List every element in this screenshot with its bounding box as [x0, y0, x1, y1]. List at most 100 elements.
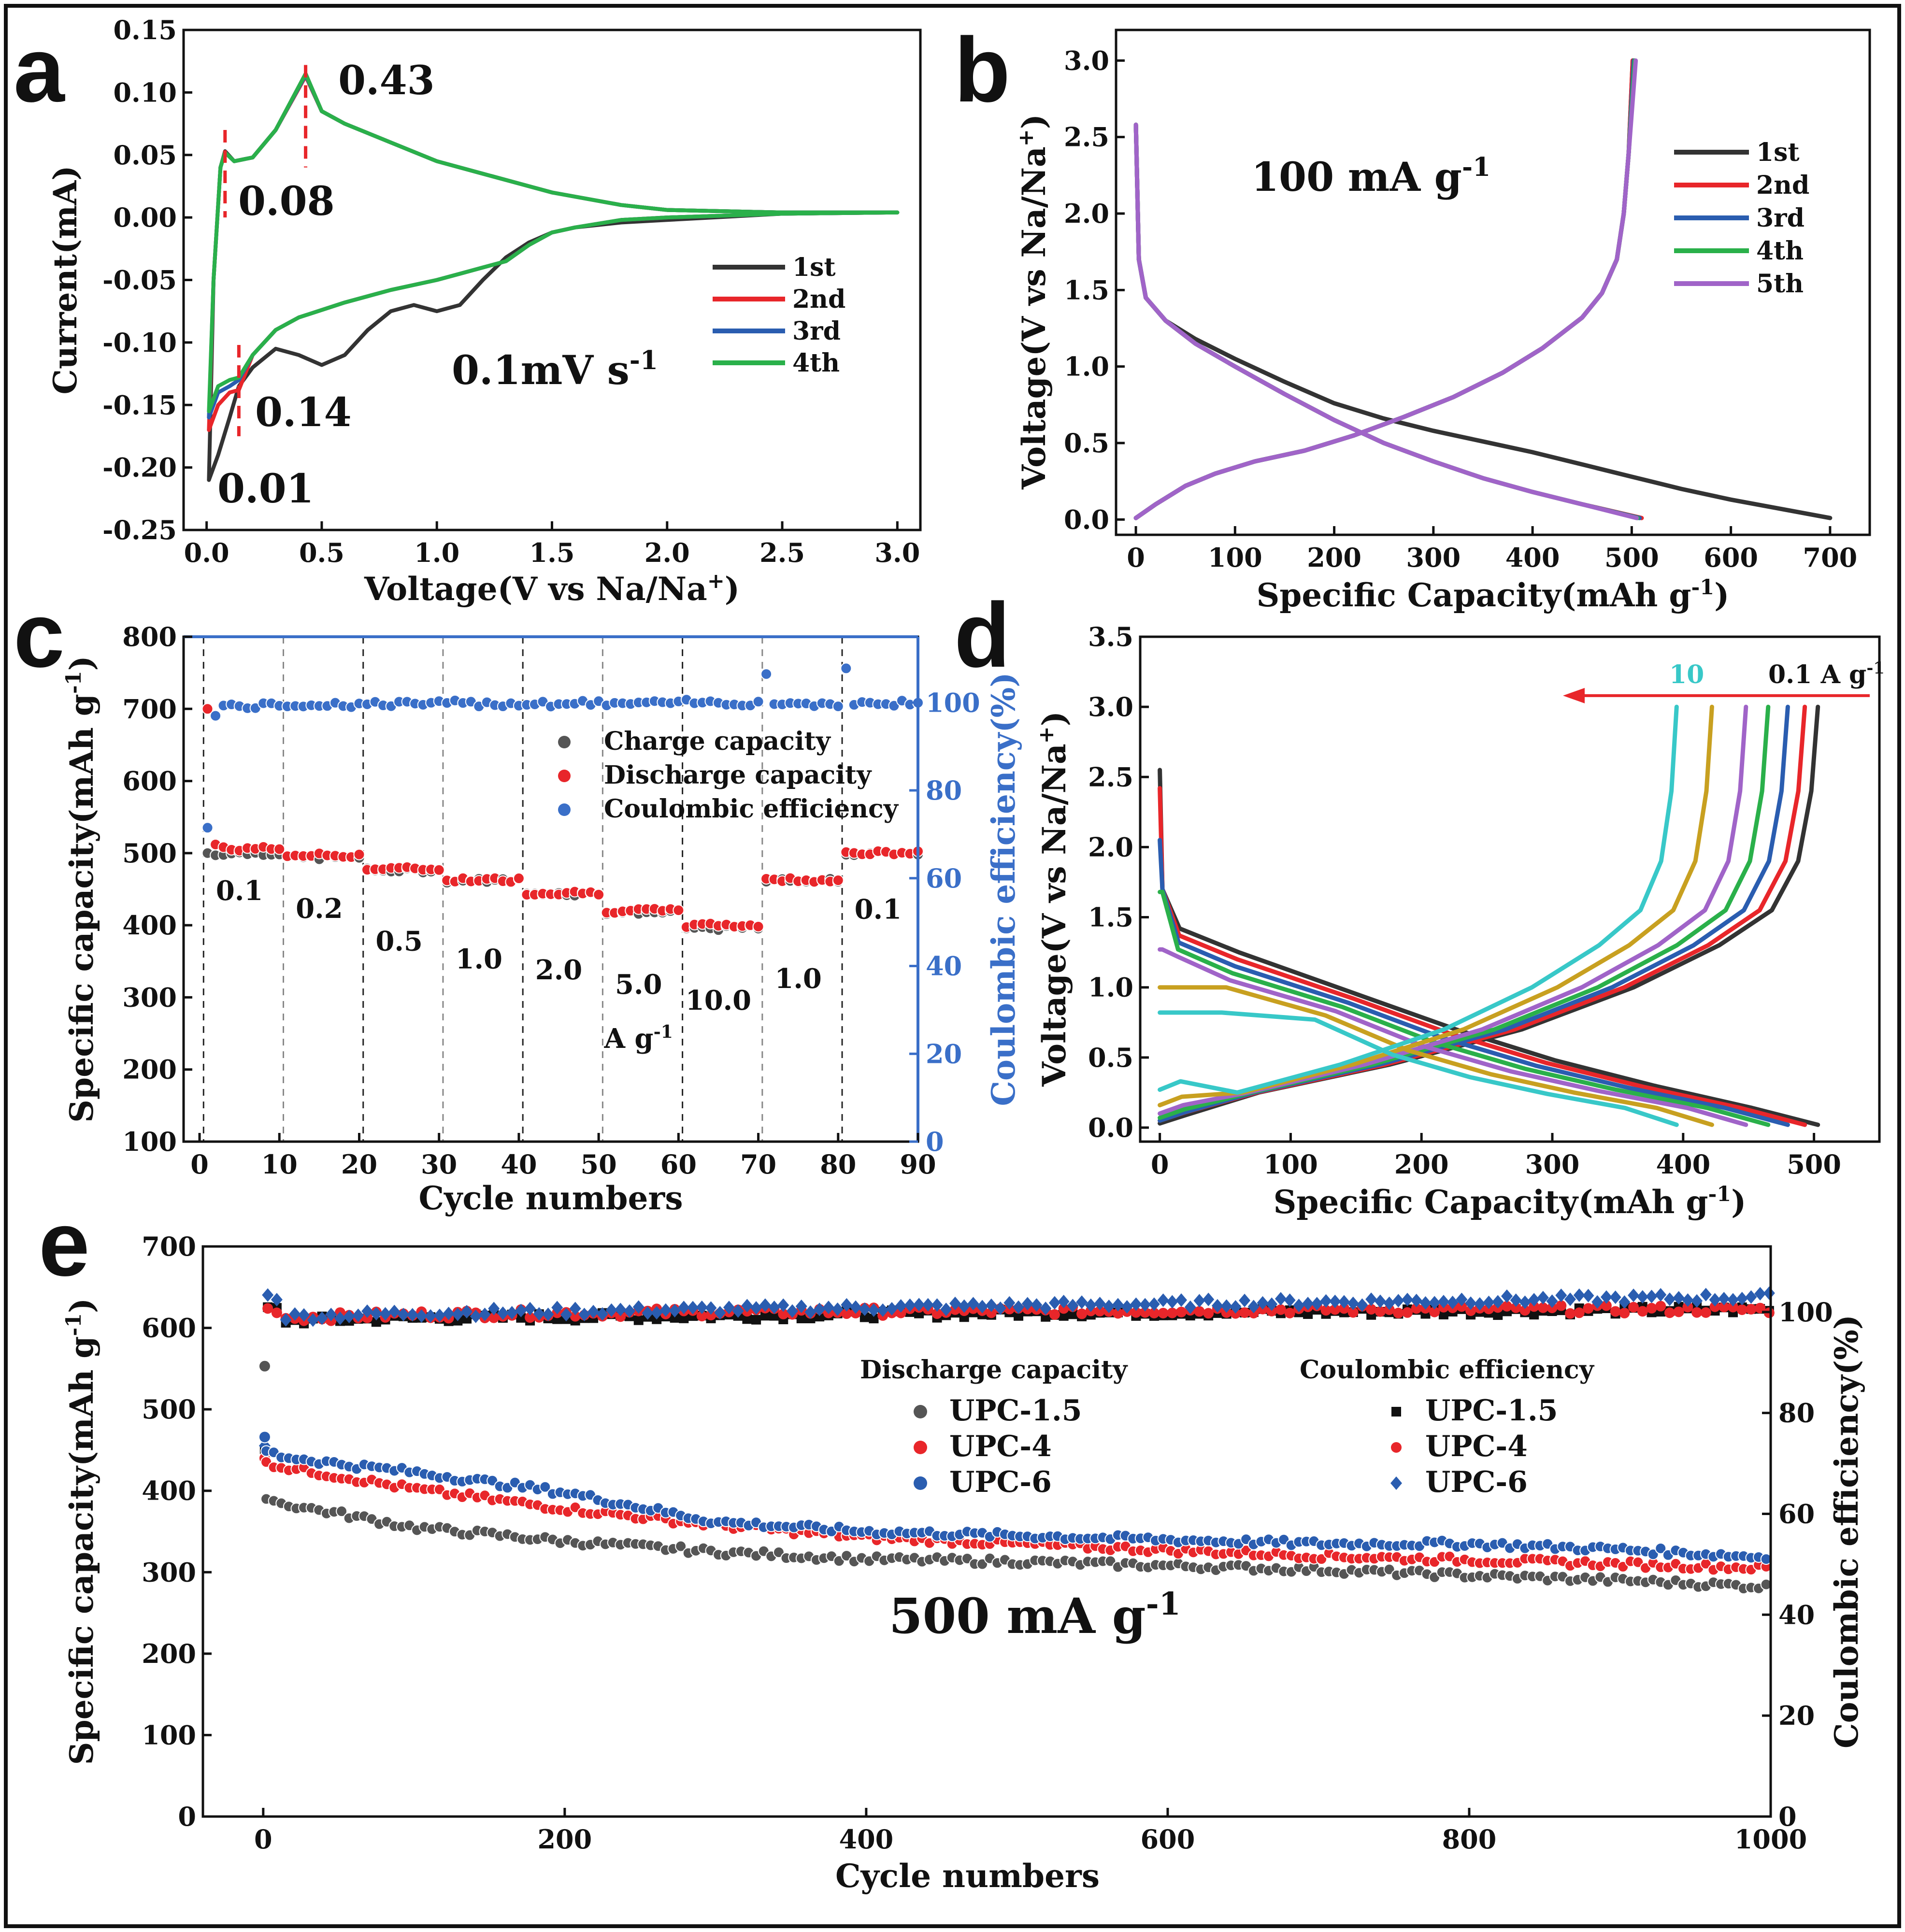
panel-e-xtick-label-0: 0 — [254, 1824, 272, 1855]
panel-e-ce-point — [1076, 1295, 1088, 1309]
panel-e-ce-point — [433, 1308, 445, 1322]
panel-e-ce-point — [1220, 1299, 1232, 1313]
panel-e-ce-point — [1058, 1294, 1070, 1308]
panel-e-ce-point — [479, 1307, 491, 1321]
panel-c-y2tick-label-3: 60 — [926, 863, 962, 894]
panel-e-ce-point — [1014, 1311, 1024, 1321]
panel-c-rate-label-8: 0.1 — [855, 894, 902, 926]
panel-e-ce-point — [371, 1317, 381, 1327]
panel-e-ce-point — [280, 1313, 292, 1327]
panel-e-ce-point — [1330, 1304, 1341, 1315]
panel-e-y2tick-label-0: 0 — [1778, 1801, 1797, 1832]
panel-e-ce-point — [1501, 1289, 1513, 1303]
panel-e-ce-point — [1203, 1308, 1214, 1319]
panel-b-frame — [1115, 29, 1871, 536]
panel-e-ytick-label-1: 100 — [142, 1719, 196, 1750]
panel-e-ce-point — [515, 1303, 527, 1317]
panel-e-ce-point — [976, 1300, 988, 1314]
panel-b-xtick-label-4: 400 — [1505, 542, 1560, 573]
panel-e-ce-point — [1673, 1291, 1685, 1305]
panel-e-ce-point — [670, 1313, 680, 1323]
panel-e-ce-point — [814, 1302, 826, 1317]
panel-e-ytick-label-5: 500 — [142, 1394, 196, 1425]
panel-a-xtick-label-6: 3.0 — [874, 537, 920, 568]
panel-e-ce-point — [316, 1311, 328, 1325]
panel-e-ce-point — [1257, 1296, 1269, 1310]
panel-e-ce-point — [1664, 1307, 1675, 1318]
panel-e-ytick-label-0: 0 — [178, 1801, 196, 1832]
panel-c-y2tick-label-2: 40 — [926, 951, 962, 982]
panel-e-legend-ce-marker-2 — [1390, 1476, 1402, 1490]
panel-e-legend-discharge-marker-2 — [914, 1476, 927, 1490]
panel-e-ce-point — [497, 1306, 509, 1320]
panel-e-ce-point — [1338, 1295, 1350, 1309]
panel-c-discharge-point — [593, 888, 605, 901]
panel-c-ce-point — [840, 662, 852, 674]
panel-e-discharge-first-2 — [258, 1431, 271, 1444]
panel-d-xtick-label-3: 300 — [1525, 1149, 1580, 1180]
panel-e-ce-point — [1329, 1294, 1341, 1308]
panel-e-ce-point — [343, 1309, 355, 1323]
panel-e-ce-point — [506, 1306, 518, 1320]
panel-c-ce-point — [832, 701, 844, 713]
panel-e-ce-point — [307, 1313, 319, 1327]
panel-e-ce-point — [1601, 1300, 1612, 1311]
panel-e-ce-point — [1266, 1305, 1277, 1317]
panel-e-ce-point — [461, 1305, 473, 1319]
panel-e-ce-point — [750, 1301, 762, 1315]
panel-d-ytick-label-0: 0.0 — [1088, 1112, 1133, 1143]
panel-b-xtick-label-1: 100 — [1208, 542, 1262, 573]
panel-e-ce-point — [777, 1298, 789, 1312]
panel-e-ce-point — [904, 1298, 916, 1312]
panel-e-xlabel: Cycle numbers — [835, 1857, 1100, 1895]
panel-e-ce-point — [1158, 1308, 1169, 1319]
panel-e-ce-point — [1492, 1295, 1504, 1309]
panel-d-ytick-label-2: 1.0 — [1088, 972, 1133, 1003]
panel-e-ce-point — [352, 1308, 364, 1322]
panel-a-ytick-label-6: 0.05 — [113, 140, 177, 171]
panel-a-ytick-label-5: 0.00 — [113, 202, 177, 233]
panel-e-ce-point — [1131, 1307, 1142, 1318]
panel-b: 0 100 200 300 400 500 600 700 0.0 0.5 1.0 1.5 2.0 2.5… — [1014, 29, 1871, 614]
panel-e-legend-discharge-label-1: UPC-4 — [949, 1430, 1052, 1463]
panel-d-series-3-discharge — [1158, 889, 1771, 1127]
panel-e-ce-point — [1013, 1300, 1025, 1314]
panel-e-ce-point — [742, 1314, 752, 1324]
panel-b-ytick-label-2: 1.0 — [1064, 351, 1109, 382]
panel-e-ce-point — [1456, 1292, 1468, 1306]
panel-e-ce-point — [1691, 1294, 1703, 1308]
panel-e-ce-point — [986, 1307, 997, 1318]
panel-e-ce-point — [769, 1311, 779, 1321]
panel-a-annotation-014: 0.14 — [255, 389, 352, 436]
panel-e-ce-point — [334, 1311, 346, 1325]
figure-border — [4, 4, 1901, 1928]
panel-e-ce-point — [651, 1306, 663, 1320]
panel-e-ce-point — [388, 1304, 401, 1318]
panel-e-ce-point — [569, 1302, 581, 1316]
panel-b-legend-label-1: 2nd — [1756, 171, 1809, 200]
panel-e-ce-point — [895, 1307, 906, 1318]
panel-c-xtick-label-4: 40 — [501, 1149, 537, 1180]
panel-e-ce-point — [841, 1298, 853, 1312]
panel-d: 0 100 200 300 400 500 0.0 0.5 1.0 1.5 2.0 2.5 3.0 3.5… — [1034, 621, 1885, 1221]
panel-e-legend-discharge-label-0: UPC-1.5 — [949, 1394, 1082, 1428]
panel-label-c: c — [14, 584, 65, 687]
panel-d-ytick-label-7: 3.5 — [1088, 621, 1133, 652]
panel-e-ce-point — [768, 1300, 780, 1314]
panel-c-discharge-point — [201, 703, 214, 715]
panel-e-ce-point — [1691, 1307, 1703, 1318]
panel-e-ce-point — [1438, 1309, 1448, 1319]
panel-e-ce-point — [361, 1304, 373, 1318]
panel-b-xtick-label-5: 500 — [1604, 542, 1659, 573]
panel-e-ce-point — [325, 1307, 337, 1321]
panel-e-ce-point — [1610, 1306, 1621, 1317]
panel-e-ce-point — [1754, 1287, 1766, 1301]
panel-e-ce-point — [687, 1301, 699, 1315]
panel-label-e: e — [39, 1193, 90, 1295]
panel-c-ytick-label-4: 500 — [122, 838, 177, 869]
panel-e-ce-point — [632, 1300, 645, 1314]
panel-e-ce-point — [1419, 1296, 1432, 1310]
panel-d-arrow-label-to: 10 — [1669, 660, 1704, 689]
panel-e-ce-point — [1465, 1296, 1477, 1310]
